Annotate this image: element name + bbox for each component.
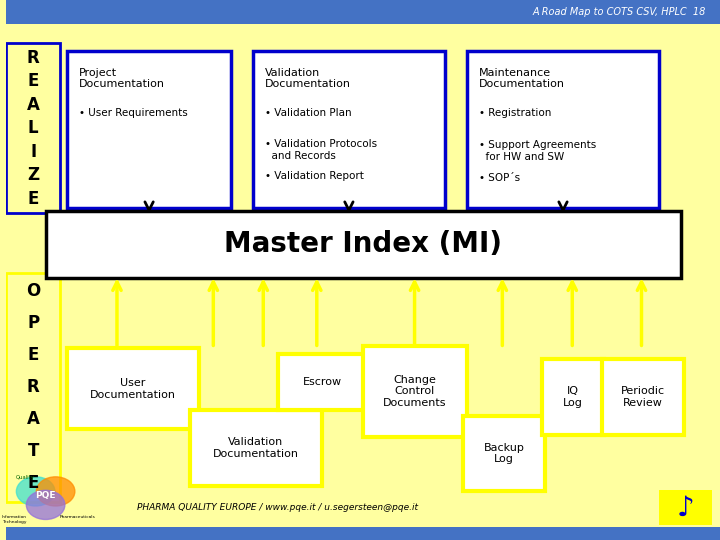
Text: P: P: [27, 314, 39, 333]
FancyBboxPatch shape: [6, 43, 60, 213]
Text: R: R: [27, 49, 40, 66]
Text: Validation
Documentation: Validation Documentation: [265, 68, 351, 89]
Text: PQE: PQE: [35, 491, 56, 500]
Text: User
Documentation: User Documentation: [90, 378, 176, 400]
Text: • Validation Protocols
  and Records: • Validation Protocols and Records: [265, 139, 377, 161]
Text: • User Requirements: • User Requirements: [79, 108, 188, 118]
Text: A: A: [27, 96, 40, 114]
Text: E: E: [27, 190, 39, 208]
FancyBboxPatch shape: [67, 348, 199, 429]
FancyBboxPatch shape: [463, 416, 545, 491]
FancyBboxPatch shape: [190, 410, 322, 486]
Text: • Validation Report: • Validation Report: [265, 171, 364, 181]
Text: • Validation Plan: • Validation Plan: [265, 108, 351, 118]
Text: E: E: [27, 347, 39, 364]
Text: Periodic
Review: Periodic Review: [621, 386, 665, 408]
FancyBboxPatch shape: [277, 354, 366, 410]
Text: Maintenance
Documentation: Maintenance Documentation: [479, 68, 564, 89]
Text: T: T: [27, 442, 39, 461]
Text: E: E: [27, 72, 39, 90]
FancyBboxPatch shape: [6, 273, 60, 502]
Text: Backup
Log: Backup Log: [484, 443, 525, 464]
Circle shape: [27, 490, 65, 519]
Text: PHARMA QUALITY EUROPE / www.pqe.it / u.segersteen@pqe.it: PHARMA QUALITY EUROPE / www.pqe.it / u.s…: [137, 503, 418, 512]
Bar: [6, 0, 720, 24]
Text: Information
Technology: Information Technology: [1, 515, 27, 524]
Text: Project
Documentation: Project Documentation: [79, 68, 165, 89]
FancyBboxPatch shape: [660, 490, 712, 525]
Text: A: A: [27, 410, 40, 428]
Text: Validation
Documentation: Validation Documentation: [213, 437, 299, 459]
Circle shape: [17, 477, 55, 506]
Text: Escrow: Escrow: [302, 377, 342, 387]
FancyBboxPatch shape: [541, 359, 604, 435]
Text: L: L: [28, 119, 38, 137]
Text: Quality: Quality: [16, 475, 35, 480]
FancyBboxPatch shape: [253, 51, 445, 208]
FancyBboxPatch shape: [363, 346, 467, 437]
FancyBboxPatch shape: [45, 211, 680, 278]
Text: IQ
Log: IQ Log: [563, 386, 583, 408]
FancyBboxPatch shape: [67, 51, 231, 208]
Text: I: I: [30, 143, 36, 161]
Text: O: O: [26, 282, 40, 300]
Text: R: R: [27, 379, 40, 396]
Text: A Road Map to COTS CSV, HPLC  18: A Road Map to COTS CSV, HPLC 18: [532, 8, 706, 17]
Text: • Registration: • Registration: [479, 108, 552, 118]
FancyBboxPatch shape: [602, 359, 684, 435]
Text: Z: Z: [27, 166, 39, 184]
Text: • Support Agreements
  for HW and SW: • Support Agreements for HW and SW: [479, 140, 596, 162]
Text: E: E: [27, 475, 39, 492]
Circle shape: [36, 477, 75, 506]
Text: Change
Control
Documents: Change Control Documents: [383, 375, 446, 408]
Text: Pharmaceuticals: Pharmaceuticals: [59, 515, 95, 519]
FancyBboxPatch shape: [467, 51, 660, 208]
Text: Master Index (MI): Master Index (MI): [224, 231, 502, 258]
Bar: [6, 526, 720, 540]
Text: • SOP´s: • SOP´s: [479, 173, 520, 183]
Text: ♪: ♪: [677, 494, 695, 522]
